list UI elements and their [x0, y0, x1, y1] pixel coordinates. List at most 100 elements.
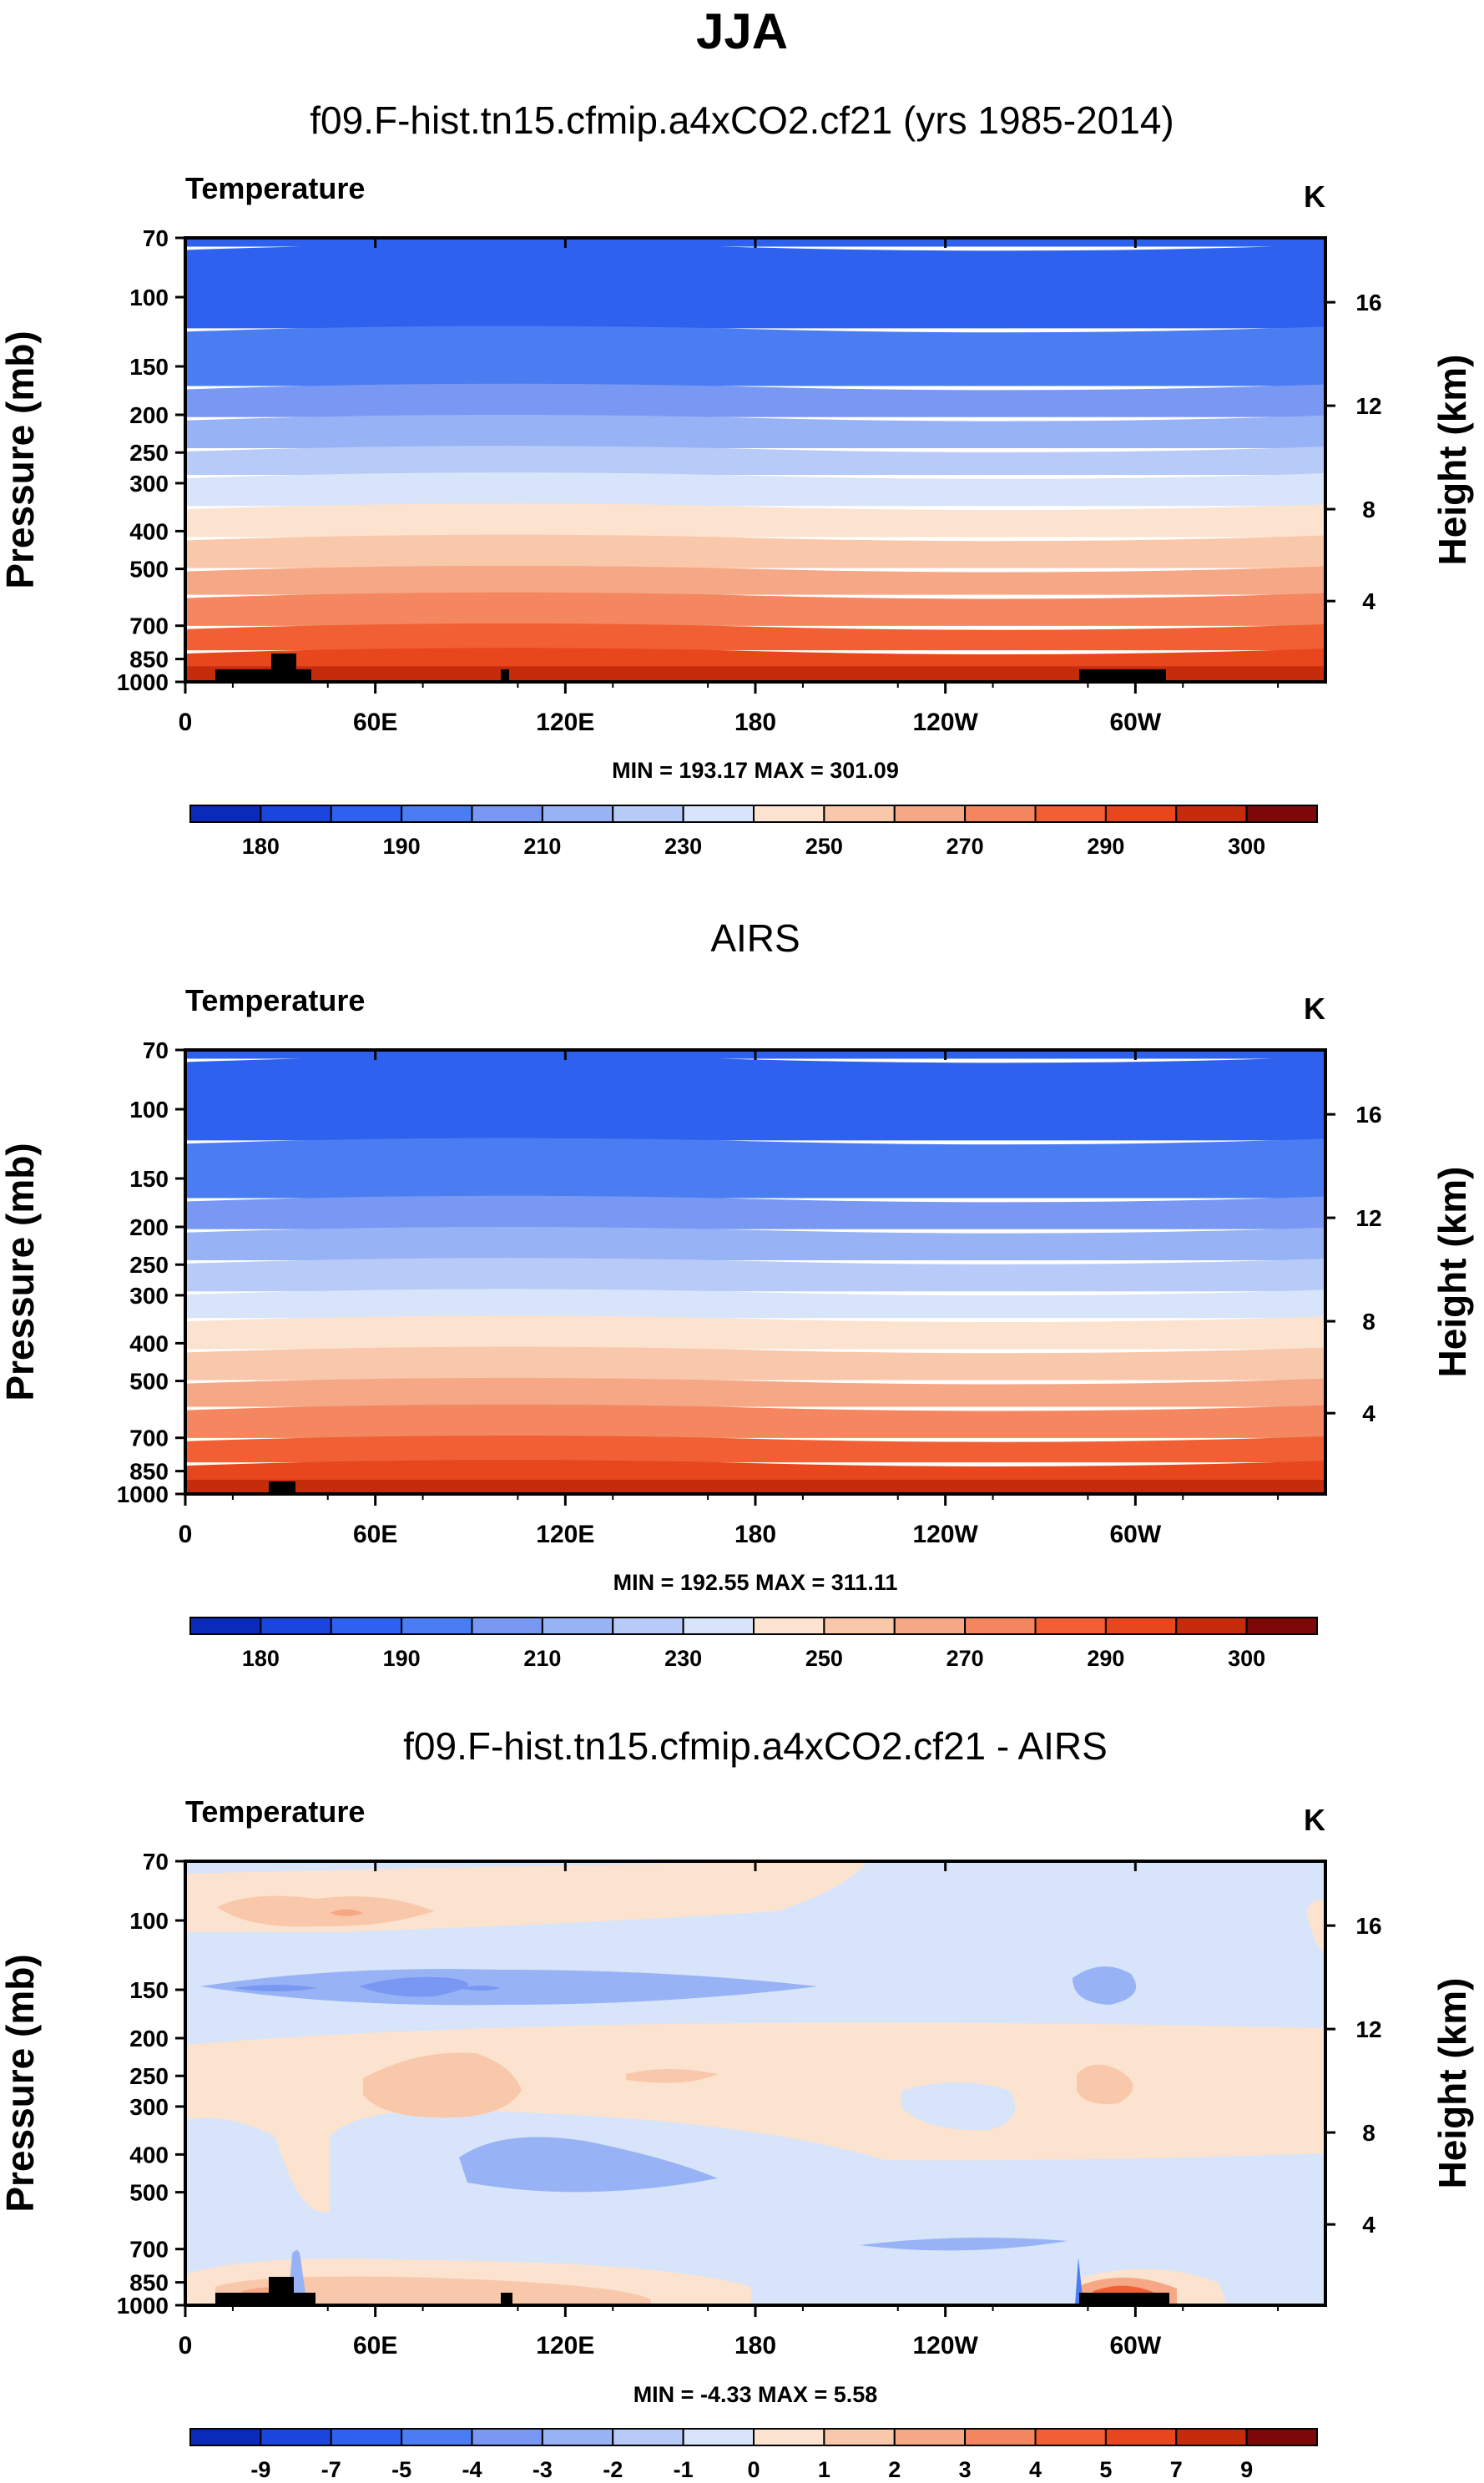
- land-block: [271, 654, 296, 669]
- land-block: [1079, 669, 1166, 682]
- height-tick-label: 16: [1355, 1913, 1381, 1939]
- contour-patch: [459, 2137, 718, 2193]
- contour-patch: [217, 1895, 434, 1927]
- height-tick-label: 8: [1362, 1309, 1375, 1335]
- pressure-tick-label: 1000: [117, 1481, 169, 1507]
- pressure-tick-label: 200: [129, 402, 169, 428]
- colorbar-cell: [401, 805, 473, 823]
- height-tick-label: 4: [1362, 588, 1375, 614]
- pressure-tick-label: 850: [129, 647, 169, 673]
- colorbar-label: 2: [888, 2457, 901, 2482]
- colorbar-label: 9: [1240, 2457, 1253, 2482]
- height-tick-label: 4: [1362, 1400, 1375, 1426]
- height-tick-label: 16: [1355, 290, 1381, 315]
- panel-title: f09.F-hist.tn15.cfmip.a4xCO2.cf21 (yrs 1…: [310, 98, 1174, 142]
- colorbar-cell: [753, 805, 825, 823]
- height-tick-label: 4: [1362, 2212, 1375, 2238]
- contour-patch: [1306, 1900, 1325, 1953]
- colorbar-label: -7: [321, 2457, 341, 2482]
- contour-patch: [860, 2238, 1068, 2251]
- colorbar-cell: [260, 1617, 332, 1635]
- pressure-tick-label: 150: [129, 1977, 169, 2003]
- contour-band: [185, 1195, 1325, 1229]
- contour-fill: [185, 1050, 1325, 1494]
- longitude-tick-label: 0: [179, 709, 193, 736]
- colorbar-label: 230: [664, 1646, 702, 1671]
- longitude-tick-label: 60E: [353, 2332, 397, 2359]
- longitude-tick-label: 120E: [536, 1521, 594, 1548]
- contour-patch: [901, 2082, 1016, 2131]
- pressure-tick-label: 70: [143, 225, 169, 251]
- panel-title: f09.F-hist.tn15.cfmip.a4xCO2.cf21 - AIRS: [403, 1724, 1108, 1768]
- contour-band: [185, 1435, 1325, 1463]
- longitude-axis: 0 60E 120E 180 120W 60W: [179, 1050, 1280, 1548]
- pressure-tick-label: 250: [129, 440, 169, 466]
- pressure-tick-label: 150: [129, 354, 169, 380]
- pressure-tick-label: 70: [143, 1037, 169, 1063]
- longitude-tick-label: 0: [179, 2332, 193, 2359]
- contour-band: [185, 534, 1325, 568]
- contour-band: [185, 1226, 1325, 1261]
- colorbar-cell: [401, 1617, 473, 1635]
- contour-patch: [363, 2052, 522, 2118]
- page-title: JJA: [696, 3, 788, 59]
- colorbar-cell: [753, 2428, 825, 2446]
- land-block: [215, 669, 311, 682]
- colorbar-label: 190: [383, 1646, 421, 1671]
- contour-patch: [234, 1976, 501, 1997]
- pressure-tick-label: 700: [129, 613, 169, 639]
- pressure-tick-label: 150: [129, 1166, 169, 1192]
- pressure-tick-label: 850: [129, 1459, 169, 1485]
- colorbar-label: 210: [523, 1646, 561, 1671]
- longitude-axis: 0 60E 120E 180 120W 60W: [179, 1861, 1280, 2359]
- colorbar-cell: [1245, 2428, 1318, 2446]
- colorbar-cell: [541, 1617, 614, 1635]
- colorbar-cell: [330, 2428, 403, 2446]
- colorbar-cell: [401, 2428, 473, 2446]
- colorbar-cell: [823, 805, 896, 823]
- land-block: [501, 669, 509, 682]
- contour-band: [185, 1056, 1325, 1141]
- colorbar-cell: [471, 2428, 543, 2446]
- colorbar-label: 7: [1170, 2457, 1183, 2482]
- pressure-tick-label: 500: [129, 1369, 169, 1395]
- pressure-tick-label: 100: [129, 1097, 169, 1123]
- land-block: [1079, 2293, 1169, 2305]
- longitude-tick-label: 60E: [353, 709, 397, 736]
- pressure-tick-label: 850: [129, 2270, 169, 2296]
- colorbar-cell: [189, 1617, 262, 1635]
- contour-band: [185, 1289, 1325, 1319]
- height-axis: 16 12 8 4: [1325, 1102, 1382, 1426]
- colorbar-label: -3: [533, 2457, 553, 2482]
- colorbar-label: 3: [959, 2457, 972, 2482]
- units-label: K: [1304, 179, 1325, 214]
- pressure-tick-label: 200: [129, 2026, 169, 2052]
- height-axis: 16 12 8 4: [1325, 290, 1382, 614]
- pressure-tick-label: 200: [129, 1214, 169, 1240]
- pressure-tick-label: 700: [129, 1426, 169, 1451]
- min-max-label: MIN = 192.55 MAX = 311.11: [613, 1570, 898, 1595]
- units-label: K: [1304, 992, 1325, 1026]
- colorbar-cell: [1175, 1617, 1248, 1635]
- longitude-tick-label: 60W: [1109, 709, 1161, 736]
- land-block: [215, 2293, 315, 2305]
- contour-band: [185, 623, 1325, 651]
- colorbar-cell: [189, 805, 262, 823]
- colorbar-cell: [1034, 805, 1107, 823]
- colorbar-cell: [612, 1617, 684, 1635]
- pressure-tick-label: 300: [129, 1283, 169, 1309]
- colorbar-label: -5: [391, 2457, 411, 2482]
- colorbar-label: 180: [242, 834, 280, 859]
- colorbar-cell: [682, 1617, 755, 1635]
- contour-patch: [330, 1909, 363, 1916]
- y-axis-label: Pressure (mb): [0, 331, 42, 588]
- colorbar-cell: [330, 805, 403, 823]
- contour-fill: [185, 238, 1325, 682]
- panel-obs: AIRS Temperature K 70 100 150 200 250 300 400 5…: [0, 916, 1474, 1671]
- land-mask: [269, 1481, 295, 1494]
- pressure-tick-label: 400: [129, 2142, 169, 2168]
- pressure-tick-label: 700: [129, 2237, 169, 2263]
- colorbar-cell: [1034, 2428, 1107, 2446]
